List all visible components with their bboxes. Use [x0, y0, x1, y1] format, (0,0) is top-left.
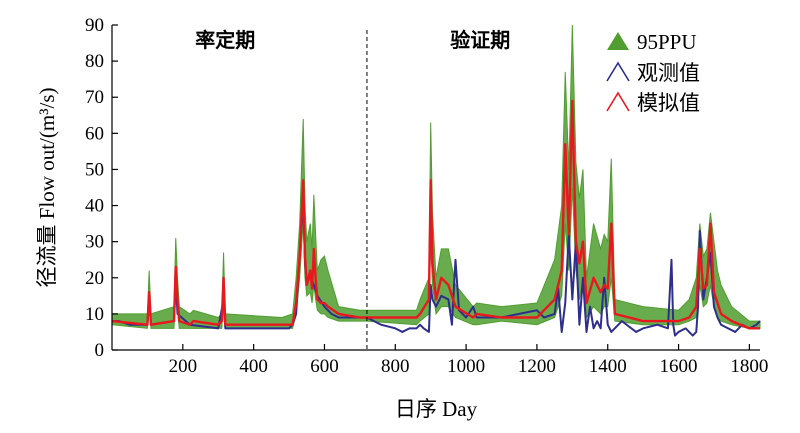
y-tick-label: 90 [85, 15, 104, 36]
y-axis-title: 径流量 Flow out/(m³/s) [35, 88, 59, 288]
y-ticks: 0 10 20 30 40 50 60 70 80 90 [85, 15, 118, 361]
x-tick-label: 1000 [447, 356, 485, 377]
legend-item-95ppu: 95PPU [607, 30, 697, 54]
legend-label-simulated: 模拟值 [637, 91, 700, 115]
y-tick-label: 0 [95, 340, 105, 361]
y-tick-label: 40 [85, 196, 104, 217]
x-tick-label: 1600 [660, 356, 698, 377]
x-axis-title: 日序 Day [395, 397, 478, 421]
legend-label-95ppu: 95PPU [637, 30, 697, 54]
axes [111, 25, 760, 351]
x-tick-label: 400 [239, 356, 268, 377]
period-label-calibration: 率定期 [195, 28, 255, 52]
series-1-line [112, 197, 761, 337]
series-2-line [111, 99, 760, 330]
line-icon [606, 61, 630, 82]
x-tick-label: 200 [169, 356, 198, 377]
x-tick-label: 600 [310, 356, 339, 377]
y-tick-label: 50 [85, 159, 104, 180]
legend: 95PPU 观测值 模拟值 [606, 30, 700, 115]
legend-label-observed: 观测值 [637, 61, 700, 85]
period-label-validation: 验证期 [450, 28, 510, 52]
triangle-icon [607, 32, 629, 50]
x-ticks: 200 400 600 800 1000 1200 1400 1600 1800 [169, 344, 768, 377]
y-tick-label: 60 [85, 123, 104, 144]
x-tick-label: 1800 [730, 356, 768, 377]
y-tick-label: 30 [85, 232, 104, 253]
x-tick-label: 1200 [518, 356, 556, 377]
y-tick-label: 20 [85, 268, 104, 289]
y-tick-label: 10 [85, 304, 104, 325]
y-tick-label: 70 [85, 87, 104, 108]
plot-area [111, 24, 761, 337]
line-icon [606, 91, 630, 112]
x-tick-label: 1400 [589, 356, 627, 377]
legend-item-simulated: 模拟值 [606, 91, 700, 115]
x-tick-label: 800 [381, 356, 410, 377]
legend-item-observed: 观测值 [606, 61, 700, 85]
y-tick-label: 80 [85, 51, 104, 72]
